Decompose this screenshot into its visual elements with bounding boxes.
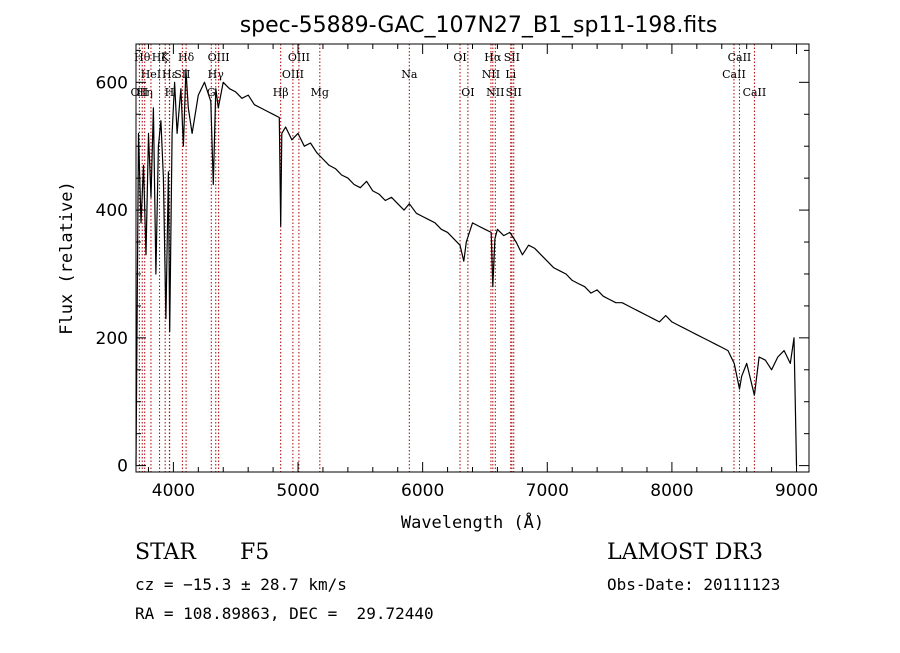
line-label: SII: [174, 68, 190, 81]
line-label: HeI: [141, 68, 161, 81]
line-label: CaII: [722, 68, 746, 81]
x-tick-label: 8000: [650, 481, 693, 501]
redshift-cz: cz = −15.3 ± 28.7 km/s: [135, 575, 347, 594]
line-label: K: [161, 51, 170, 64]
line-label: CaII: [728, 51, 752, 64]
line-label: Hδ: [178, 51, 195, 64]
spectrum-line: [135, 69, 798, 466]
x-axis-label: Wavelength (Å): [401, 511, 544, 533]
y-axis-label: Flux (relative): [57, 181, 77, 335]
chart-title: spec-55889-GAC_107N27_B1_sp11-198.fits: [240, 13, 718, 38]
line-label: Mg: [311, 86, 329, 99]
line-label: Na: [401, 68, 418, 81]
line-label: H: [165, 86, 175, 99]
line-label: CaII: [743, 86, 767, 99]
line-label: Hθ: [134, 51, 151, 64]
line-label: NII: [486, 86, 504, 99]
object-class: STAR: [135, 540, 196, 565]
y-tick-label: 200: [96, 329, 128, 349]
survey-name: LAMOST DR3: [607, 540, 763, 565]
x-tick-label: 5000: [276, 481, 319, 501]
line-label: Li: [505, 68, 516, 81]
x-tick-label: 4000: [152, 481, 195, 501]
y-tick-label: 400: [96, 201, 128, 221]
line-label: OI: [461, 86, 474, 99]
line-label: Hε: [162, 68, 178, 81]
x-tick-label: 6000: [401, 481, 444, 501]
line-label: G: [207, 86, 216, 99]
line-label: Hα: [484, 51, 502, 64]
ra-dec: RA = 108.89863, DEC = 29.72440: [135, 604, 434, 623]
line-label: Hγ: [208, 68, 225, 81]
line-label: Hζ: [152, 51, 168, 64]
line-label: Hβ: [273, 86, 289, 99]
plot-frame: [135, 43, 810, 473]
obs-date: Obs-Date: 20111123: [607, 575, 781, 594]
line-label: SII: [504, 51, 520, 64]
line-label: OIII: [282, 68, 304, 81]
line-label: Hη: [137, 86, 153, 99]
line-label: OIII: [208, 51, 230, 64]
object-subclass: F5: [240, 540, 270, 565]
line-label: OI: [453, 51, 466, 64]
line-label: NII: [482, 68, 500, 81]
x-tick-label: 7000: [526, 481, 569, 501]
line-label: OII: [131, 86, 149, 99]
line-label: OIII: [288, 51, 310, 64]
y-tick-label: 0: [117, 457, 128, 477]
line-label: SII: [506, 86, 522, 99]
y-tick-label: 600: [96, 73, 128, 93]
x-tick-label: 9000: [775, 481, 818, 501]
